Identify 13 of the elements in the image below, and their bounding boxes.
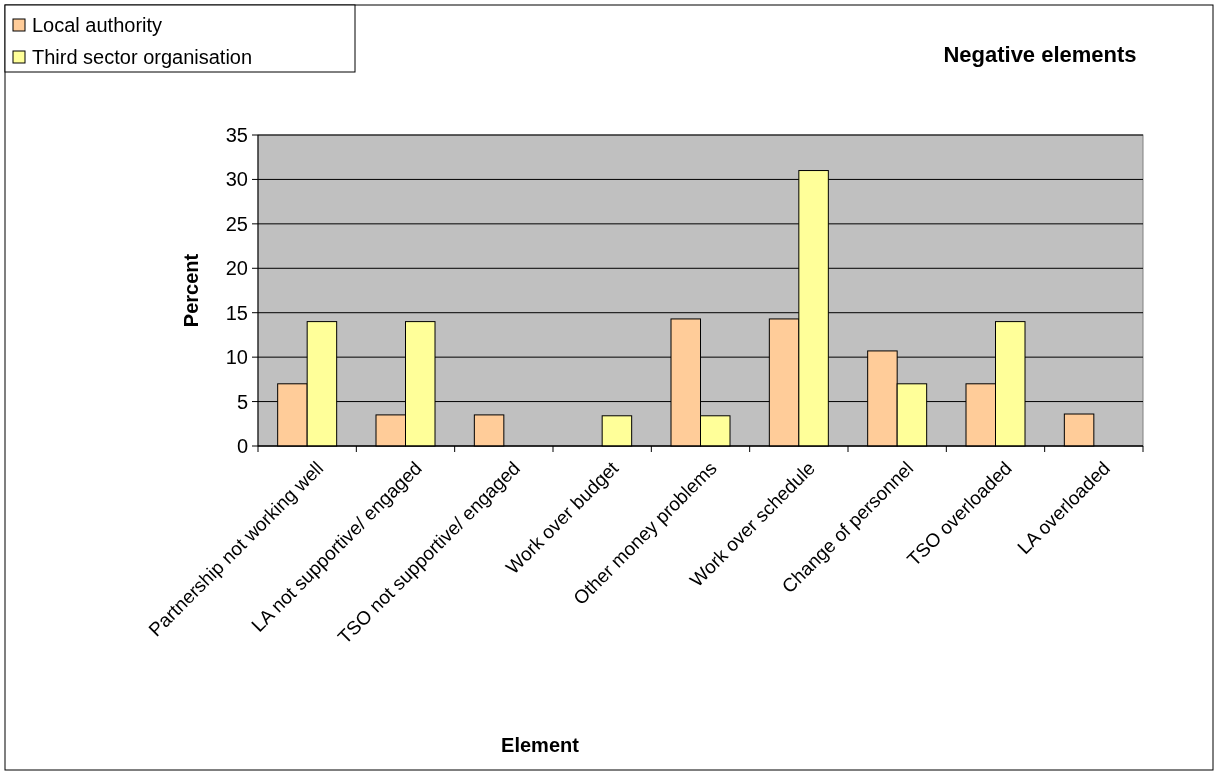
- x-axis-title: Element: [501, 734, 580, 756]
- y-tick-label: 35: [225, 124, 248, 146]
- y-tick-label: 25: [225, 212, 248, 235]
- y-tick-label: 0: [236, 435, 248, 457]
- legend-label: Third sector organisation: [32, 46, 253, 68]
- y-tick-label: 5: [236, 390, 248, 413]
- chart-title: Negative elements: [943, 42, 1137, 67]
- legend-label: Local authority: [32, 14, 163, 36]
- y-tick-label: 20: [225, 257, 248, 280]
- y-tick-label: 10: [225, 346, 248, 369]
- y-tick-label: 30: [225, 168, 248, 191]
- y-tick-label: 15: [225, 301, 248, 324]
- y-axis-title: Percent: [180, 253, 202, 328]
